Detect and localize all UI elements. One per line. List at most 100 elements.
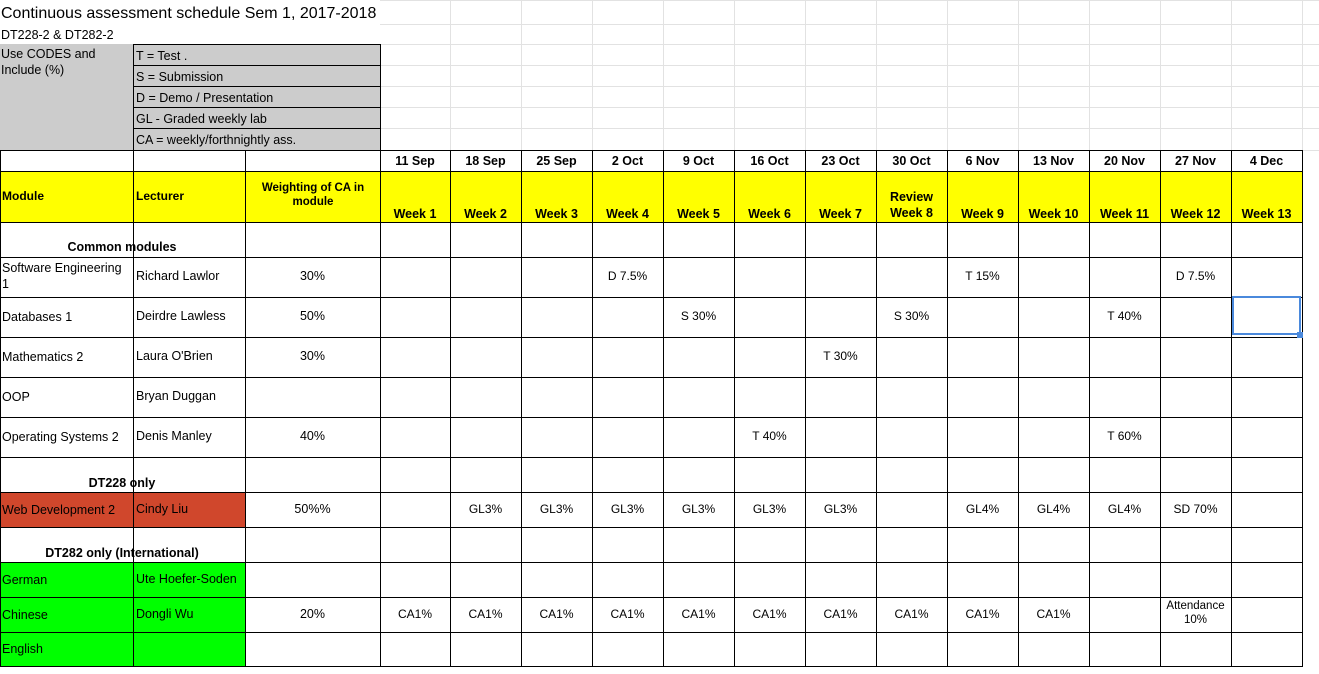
weighting-value: 40%: [299, 429, 326, 443]
gridline-v: [805, 0, 806, 150]
gridline-h: [380, 107, 1319, 108]
table-border-v: [380, 150, 381, 666]
table-border-h: [0, 597, 1303, 598]
lecturer-name: Bryan Duggan: [136, 389, 216, 403]
module-name: English: [2, 642, 43, 656]
lecturer-name: Cindy Liu: [136, 501, 189, 516]
codes-border-h: [133, 86, 380, 87]
module-name: OOP: [2, 390, 30, 404]
assessment-cell: S 30%: [893, 309, 930, 323]
week-header: Week 10: [1028, 207, 1079, 221]
date-header: 20 Nov: [1104, 154, 1145, 168]
assessment-cell: CA1%: [752, 606, 787, 621]
module-name: Web Development 2: [2, 502, 116, 517]
assessment-cell: GL4%: [965, 501, 1000, 516]
weighting-value: 30%: [299, 269, 326, 283]
gridline-v: [947, 0, 948, 150]
lecturer-name: Deirdre Lawless: [136, 309, 226, 323]
week-header: Week 1: [393, 207, 437, 221]
section-common: Common modules: [67, 240, 177, 254]
table-border-v: [592, 150, 593, 666]
gridline-h: [380, 86, 1319, 87]
gridline-v: [1160, 0, 1161, 150]
assessment-cell: CA1%: [397, 606, 432, 621]
week-header: Week 6: [748, 207, 791, 221]
assessment-cell: CA1%: [681, 606, 716, 621]
assessment-cell: CA1%: [1036, 606, 1071, 621]
module-name: Operating Systems 2: [2, 430, 119, 444]
weighting-value: 20%: [299, 606, 326, 621]
gridline-v: [663, 0, 664, 150]
table-border-v: [734, 150, 735, 666]
assessment-cell: T 15%: [965, 269, 1000, 283]
lecturer-name: Ute Hoefer-Soden: [136, 571, 237, 586]
assessment-cell: GL3%: [610, 501, 645, 516]
week-header: Week 9: [961, 207, 1004, 221]
codes-border-h: [133, 128, 380, 129]
assessment-cell: T 40%: [1107, 309, 1142, 323]
assessment-cell: GL3%: [752, 501, 787, 516]
code-item-4: CA = weekly/forthnightly ass.: [136, 133, 297, 147]
table-border-h: [0, 150, 1303, 151]
table-border-v: [1160, 150, 1161, 666]
table-border-h: [0, 492, 1303, 493]
table-border-v: [245, 150, 246, 666]
lecturer-name: Denis Manley: [136, 429, 212, 443]
table-border-v: [1302, 150, 1303, 666]
table-border-v: [1018, 150, 1019, 666]
table-border-h: [0, 632, 1303, 633]
gridline-v: [1018, 0, 1019, 150]
fill-handle[interactable]: [1297, 332, 1303, 338]
assessment-cell: CA1%: [894, 606, 929, 621]
table-border-h: [0, 527, 1303, 528]
weighting-value: 50%: [299, 309, 326, 323]
gridline-h: [380, 128, 1319, 129]
week-header: Week 5: [677, 207, 720, 221]
gridline-h: [380, 44, 1319, 45]
date-header: 2 Oct: [611, 154, 644, 168]
codes-border-v: [380, 44, 381, 150]
table-border-v: [450, 150, 451, 666]
week-header: Week 3: [535, 207, 578, 221]
table-border-h: [0, 457, 1303, 458]
assessment-cell: GL3%: [539, 501, 574, 516]
date-header: 11 Sep: [395, 154, 435, 168]
gridline-v: [1302, 0, 1303, 150]
codes-border-h: [133, 65, 380, 66]
table-border-v: [1089, 150, 1090, 666]
international-fill: [0, 562, 245, 666]
section-dt282: DT282 only (International): [45, 546, 199, 560]
code-item-2: D = Demo / Presentation: [136, 91, 274, 105]
assessment-cell: T 30%: [823, 349, 858, 363]
sheet-title: Continuous assessment schedule Sem 1, 20…: [1, 5, 377, 22]
table-border-h: [0, 257, 1303, 258]
table-border-v: [521, 150, 522, 666]
selected-cell[interactable]: [1232, 296, 1301, 335]
assessment-cell: SD 70%: [1173, 501, 1218, 516]
lecturer-name: Dongli Wu: [136, 606, 194, 621]
table-border-v: [133, 150, 134, 666]
assessment-cell: S 30%: [680, 309, 717, 323]
table-border-h: [0, 297, 1303, 298]
assessment-cell: Attendance 10%: [1166, 600, 1225, 626]
week-header: Week 12: [1170, 207, 1221, 221]
date-header: 23 Oct: [821, 154, 860, 168]
gridline-v: [876, 0, 877, 150]
gridline-v: [521, 0, 522, 150]
assessment-cell: T 40%: [752, 429, 787, 443]
gridline-v: [1231, 0, 1232, 150]
module-name: Chinese: [2, 607, 48, 622]
codes-border-h: [133, 107, 380, 108]
gridline-h: [380, 65, 1319, 66]
table-border-v: [0, 150, 1, 666]
table-border-h: [0, 417, 1303, 418]
table-border-v: [663, 150, 664, 666]
gridline-v: [592, 0, 593, 150]
assessment-cell: GL3%: [468, 501, 503, 516]
date-header: 25 Sep: [536, 154, 577, 168]
table-border-h: [0, 171, 1303, 172]
assessment-cell: D 7.5%: [1175, 269, 1216, 283]
module-name: Databases 1: [2, 310, 73, 324]
lecturer-header: Lecturer: [136, 189, 185, 203]
